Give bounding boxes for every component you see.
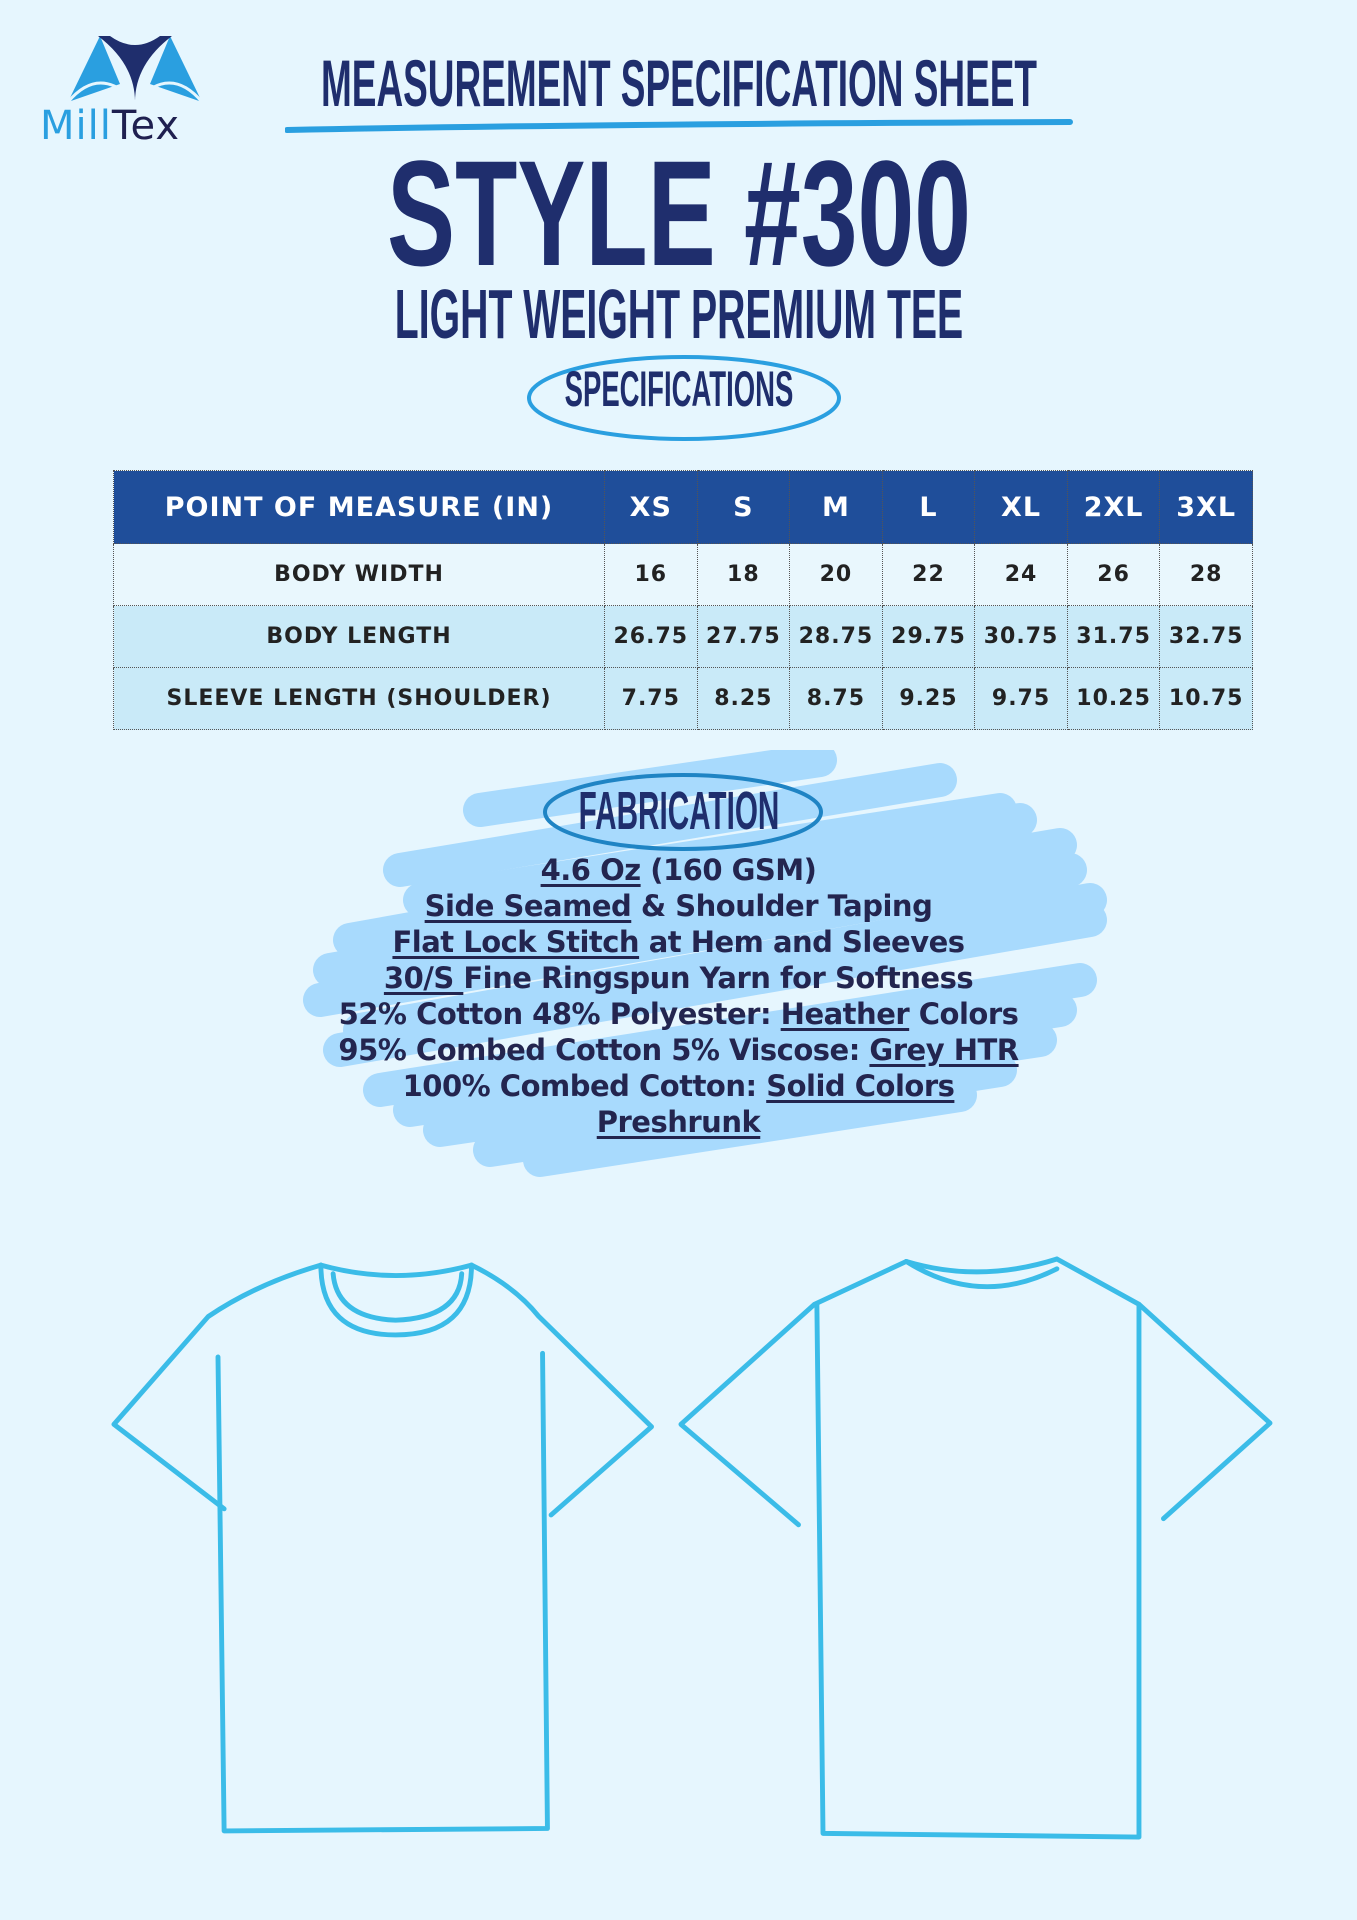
measure-value-cell: 9.75 xyxy=(974,667,1068,730)
table-row: BODY WIDTH 16 18 20 22 24 26 28 xyxy=(113,543,1253,606)
logo-text-mill: Mill xyxy=(40,103,112,149)
fabrication-line: Side Seamed & Shoulder Taping xyxy=(0,888,1357,924)
logo-wordmark: MillTex xyxy=(40,104,180,148)
text: Colors xyxy=(909,997,1019,1031)
measure-value-cell: 32.75 xyxy=(1159,605,1253,668)
measure-value-cell: 28 xyxy=(1159,543,1253,606)
column-header-size: 3XL xyxy=(1159,470,1253,544)
measure-value-cell: 30.75 xyxy=(974,605,1068,668)
underlined-text: Side Seamed xyxy=(424,889,632,923)
measure-value-cell: 16 xyxy=(604,543,698,606)
table-header-row: POINT OF MEASURE (IN) XS S M L XL 2XL 3XL xyxy=(113,470,1253,544)
measure-name-cell: BODY WIDTH xyxy=(113,543,605,606)
measurement-table: POINT OF MEASURE (IN) XS S M L XL 2XL 3XL BODY … xyxy=(113,470,1253,730)
underlined-text: Grey HTR xyxy=(869,1033,1019,1067)
underlined-text: Preshrunk xyxy=(596,1105,761,1139)
fabrication-line: Preshrunk xyxy=(0,1104,1357,1140)
column-header-size: M xyxy=(789,470,883,544)
text: & Shoulder Taping xyxy=(631,889,933,923)
text: Fine Ringspun Yarn for Softness xyxy=(463,961,974,995)
table-row: BODY LENGTH 26.75 27.75 28.75 29.75 30.75 31.7… xyxy=(113,605,1253,668)
measure-value-cell: 10.25 xyxy=(1066,667,1161,730)
measure-value-cell: 24 xyxy=(974,543,1068,606)
table-row: SLEEVE LENGTH (SHOULDER) 7.75 8.25 8.75 9.25… xyxy=(113,667,1253,730)
fabrication-line: Flat Lock Stitch at Hem and Sleeves xyxy=(0,924,1357,960)
column-header-size: L xyxy=(881,470,976,544)
measure-value-cell: 26.75 xyxy=(604,605,698,668)
text: 52% Cotton 48% Polyester: xyxy=(338,997,781,1031)
section-label: SPECIFICATIONS xyxy=(564,361,793,417)
sheet-title: MEASUREMENT SPECIFICATION SHEET xyxy=(320,46,1037,120)
fabrication-line: 4.6 Oz (160 GSM) xyxy=(0,852,1357,888)
underlined-text: Solid Colors xyxy=(766,1069,955,1103)
fabrication-line: 30/S Fine Ringspun Yarn for Softness xyxy=(0,960,1357,996)
measure-value-cell: 31.75 xyxy=(1066,605,1161,668)
measure-value-cell: 26 xyxy=(1066,543,1161,606)
milltex-logo-icon xyxy=(66,36,204,104)
measure-value-cell: 7.75 xyxy=(604,667,698,730)
measure-value-cell: 8.25 xyxy=(696,667,791,730)
column-header-size: S xyxy=(696,470,791,544)
measure-value-cell: 18 xyxy=(696,543,791,606)
measure-name-cell: SLEEVE LENGTH (SHOULDER) xyxy=(113,667,605,730)
underlined-text: 30/S xyxy=(383,961,464,995)
style-title: STYLE #300 xyxy=(386,129,971,297)
specifications-ellipse xyxy=(527,355,841,441)
text: (160 GSM) xyxy=(640,853,817,887)
fabrication-ellipse xyxy=(543,773,823,851)
measure-value-cell: 22 xyxy=(881,543,976,606)
measure-value-cell: 28.75 xyxy=(789,605,883,668)
text: at Hem and Sleeves xyxy=(639,925,965,959)
underlined-text: Heather xyxy=(780,997,910,1031)
brush-underline xyxy=(285,119,1073,133)
style-subtitle: LIGHT WEIGHT PREMIUM TEE xyxy=(394,275,963,353)
fabrication-line: 52% Cotton 48% Polyester: Heather Colors xyxy=(0,996,1357,1032)
measure-value-cell: 20 xyxy=(789,543,883,606)
scribble-background xyxy=(303,750,1107,1177)
fabrication-line: 95% Combed Cotton 5% Viscose: Grey HTR xyxy=(0,1032,1357,1068)
measure-value-cell: 29.75 xyxy=(881,605,976,668)
measure-value-cell: 8.75 xyxy=(789,667,883,730)
text: 95% Combed Cotton 5% Viscose: xyxy=(338,1033,870,1067)
underlined-text: Flat Lock Stitch xyxy=(392,925,640,959)
logo-text-tex: Tex xyxy=(111,103,181,149)
column-header-size: XS xyxy=(604,470,698,544)
underlined-text: 4.6 Oz xyxy=(540,853,642,887)
measure-value-cell: 27.75 xyxy=(696,605,791,668)
text: 100% Combed Cotton: xyxy=(402,1069,767,1103)
column-header-point-of-measure: POINT OF MEASURE (IN) xyxy=(113,470,605,544)
fabrication-list: 4.6 Oz (160 GSM) Side Seamed & Shoulder T… xyxy=(0,852,1357,1140)
measure-value-cell: 10.75 xyxy=(1159,667,1253,730)
fabrication-line: 100% Combed Cotton: Solid Colors xyxy=(0,1068,1357,1104)
fabrication-label: FABRICATION xyxy=(578,781,779,841)
measure-value-cell: 9.25 xyxy=(881,667,976,730)
